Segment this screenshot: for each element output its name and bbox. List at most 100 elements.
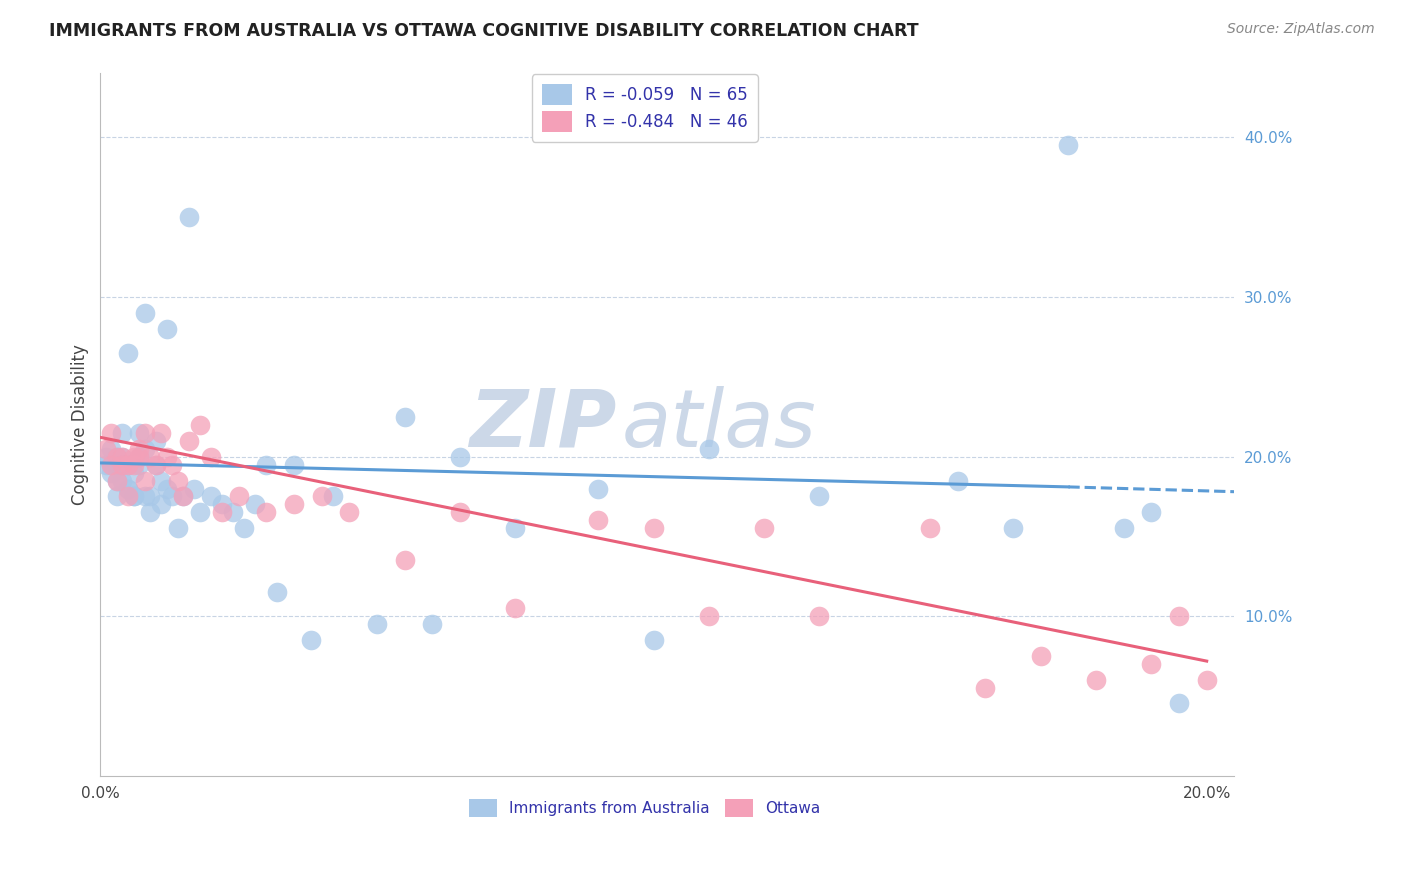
Point: [1168, 696, 1191, 710]
Point: [228, 490, 250, 504]
Point: [156, 450, 179, 464]
Point: [128, 458, 150, 472]
Point: [122, 466, 145, 480]
Point: [245, 498, 267, 512]
Y-axis label: Cognitive Disability: Cognitive Disability: [72, 344, 89, 505]
Point: [1140, 657, 1163, 672]
Point: [166, 521, 188, 535]
Point: [105, 458, 128, 472]
Point: [100, 458, 122, 472]
Point: [366, 617, 388, 632]
Point: [134, 490, 156, 504]
Point: [1112, 521, 1135, 535]
Point: [299, 633, 322, 648]
Point: [266, 585, 288, 599]
Point: [100, 442, 122, 456]
Point: [322, 490, 344, 504]
Point: [183, 482, 205, 496]
Point: [100, 466, 122, 480]
Point: [150, 474, 173, 488]
Point: [105, 450, 128, 464]
Point: [254, 506, 277, 520]
Point: [145, 458, 167, 472]
Point: [808, 490, 831, 504]
Point: [1029, 649, 1052, 664]
Point: [122, 450, 145, 464]
Point: [145, 458, 167, 472]
Point: [117, 490, 139, 504]
Point: [974, 681, 997, 696]
Point: [128, 450, 150, 464]
Point: [117, 482, 139, 496]
Point: [139, 450, 162, 464]
Point: [134, 474, 156, 488]
Point: [586, 482, 609, 496]
Point: [162, 458, 184, 472]
Point: [94, 458, 117, 472]
Point: [145, 434, 167, 448]
Point: [200, 450, 222, 464]
Point: [503, 601, 526, 615]
Legend: Immigrants from Australia, Ottawa: Immigrants from Australia, Ottawa: [461, 791, 828, 825]
Point: [105, 450, 128, 464]
Point: [643, 633, 665, 648]
Point: [643, 521, 665, 535]
Point: [134, 306, 156, 320]
Point: [449, 450, 471, 464]
Point: [449, 506, 471, 520]
Text: Source: ZipAtlas.com: Source: ZipAtlas.com: [1227, 22, 1375, 37]
Point: [1195, 673, 1218, 688]
Point: [946, 474, 969, 488]
Point: [150, 498, 173, 512]
Point: [311, 490, 333, 504]
Point: [1002, 521, 1025, 535]
Point: [233, 521, 256, 535]
Point: [1057, 137, 1080, 152]
Point: [94, 442, 117, 456]
Point: [117, 345, 139, 359]
Point: [337, 506, 360, 520]
Point: [117, 458, 139, 472]
Point: [100, 425, 122, 440]
Point: [177, 434, 200, 448]
Point: [139, 506, 162, 520]
Point: [111, 450, 134, 464]
Point: [503, 521, 526, 535]
Point: [111, 425, 134, 440]
Text: ZIP: ZIP: [470, 385, 616, 464]
Point: [177, 210, 200, 224]
Point: [134, 425, 156, 440]
Point: [188, 417, 211, 432]
Point: [394, 409, 416, 424]
Point: [394, 553, 416, 567]
Point: [808, 609, 831, 624]
Point: [1085, 673, 1108, 688]
Point: [122, 490, 145, 504]
Point: [172, 490, 194, 504]
Point: [1140, 506, 1163, 520]
Point: [1168, 609, 1191, 624]
Point: [211, 506, 233, 520]
Point: [122, 458, 145, 472]
Point: [94, 450, 117, 464]
Point: [162, 490, 184, 504]
Point: [111, 474, 134, 488]
Point: [697, 609, 720, 624]
Point: [105, 490, 128, 504]
Point: [420, 617, 443, 632]
Point: [156, 321, 179, 335]
Point: [105, 474, 128, 488]
Point: [134, 442, 156, 456]
Point: [172, 490, 194, 504]
Point: [122, 490, 145, 504]
Point: [188, 506, 211, 520]
Text: atlas: atlas: [621, 385, 817, 464]
Point: [283, 458, 305, 472]
Point: [200, 490, 222, 504]
Point: [697, 442, 720, 456]
Point: [100, 458, 122, 472]
Point: [283, 498, 305, 512]
Point: [117, 458, 139, 472]
Point: [128, 450, 150, 464]
Point: [222, 506, 245, 520]
